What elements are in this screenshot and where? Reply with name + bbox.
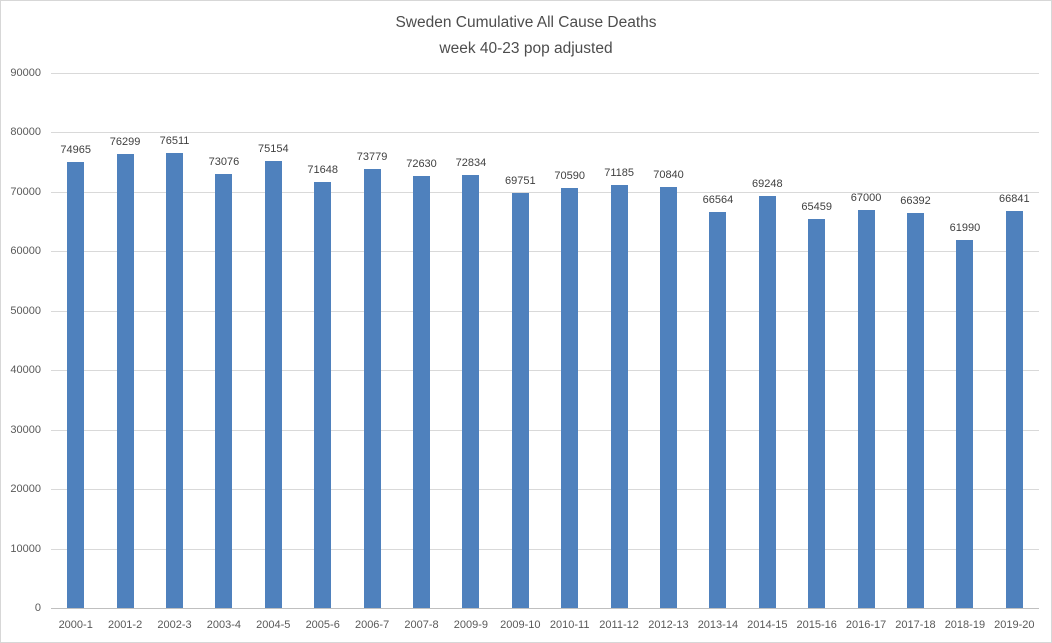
bar [116, 154, 134, 608]
bar-value-label: 74965 [60, 144, 91, 157]
y-axis-label: 80000 [10, 126, 41, 139]
y-axis-label: 70000 [10, 185, 41, 198]
chart-title-block: Sweden Cumulative All Cause Deaths week … [1, 10, 1051, 62]
bar [314, 182, 332, 608]
bar-value-label: 66841 [999, 192, 1030, 205]
y-axis-label: 40000 [10, 364, 41, 377]
gridline [51, 73, 1039, 74]
x-axis-label: 2016-17 [845, 619, 887, 631]
gridline [51, 370, 1039, 372]
gridline [51, 132, 1039, 134]
chart-subtitle: week 40-23 pop adjusted [439, 40, 613, 57]
bar [462, 175, 480, 608]
gridline [51, 429, 1039, 431]
bar [610, 184, 628, 608]
y-axis-label: 30000 [10, 423, 41, 436]
bar [363, 169, 381, 608]
bar-value-label: 61990 [949, 221, 981, 234]
gridline [51, 251, 1039, 253]
bar [561, 188, 579, 608]
y-axis-label: 60000 [10, 245, 41, 258]
x-axis-label: 2018-19 [944, 619, 986, 631]
bar [857, 209, 875, 608]
bar [413, 176, 430, 608]
x-axis-label: 2009-10 [500, 619, 541, 631]
chart-title: Sweden Cumulative All Cause Deaths [395, 14, 657, 31]
x-axis-label: 2009-9 [453, 619, 489, 631]
bar-value-label: 76299 [109, 136, 141, 149]
gridline [51, 548, 1039, 550]
bar-value-label: 76511 [159, 135, 190, 148]
x-axis-label: 2015-16 [796, 619, 837, 631]
bar-value-label: 66564 [702, 194, 734, 207]
bar [1005, 210, 1023, 608]
bar-value-label: 72834 [455, 157, 487, 170]
bar [511, 193, 529, 608]
x-axis-label: 2002-3 [157, 619, 192, 631]
x-axis-label: 2007-8 [404, 619, 439, 631]
bar [67, 162, 85, 608]
bar-value-label: 75154 [258, 143, 289, 156]
bar [264, 161, 282, 608]
y-axis-label: 10000 [10, 542, 41, 555]
x-axis-label: 2004-5 [256, 619, 291, 631]
bar-value-label: 70840 [653, 168, 684, 181]
bar [956, 239, 974, 608]
y-axis-label: 90000 [10, 67, 41, 79]
bar [660, 186, 677, 608]
gridline [51, 191, 1039, 193]
x-axis-label: 2001-2 [107, 619, 143, 631]
gridline [51, 310, 1039, 312]
x-axis-label: 2010-11 [549, 619, 590, 631]
x-axis-label: 2013-14 [697, 619, 739, 631]
bar-value-label: 65459 [801, 200, 832, 213]
x-axis-label: 2017-18 [895, 619, 936, 631]
y-axis-label: 20000 [10, 483, 41, 496]
bar-value-label: 66392 [900, 195, 931, 208]
bar [907, 213, 924, 608]
bar [166, 153, 183, 608]
x-axis-label: 2019-20 [994, 619, 1035, 631]
bar-value-label: 71185 [604, 166, 634, 179]
gridline [51, 489, 1039, 491]
x-axis-label: 2005-6 [305, 619, 340, 631]
bar-value-label: 71648 [307, 164, 338, 177]
bar-value-label: 67000 [850, 191, 882, 204]
bar-value-label: 70590 [554, 170, 585, 183]
x-axis-label: 2011-12 [599, 619, 639, 631]
bar [215, 173, 233, 608]
x-axis-label: 2000-1 [58, 619, 93, 631]
x-axis-line [51, 608, 1039, 609]
bar-value-label: 73779 [356, 151, 388, 164]
x-axis-label: 2014-15 [747, 619, 788, 631]
bar [808, 218, 826, 608]
bar [758, 196, 776, 608]
bar-value-label: 69751 [505, 175, 536, 188]
x-axis-label: 2006-7 [354, 619, 390, 631]
y-axis-label: 50000 [10, 304, 41, 317]
bar [709, 212, 727, 608]
x-axis-label: 2012-13 [648, 619, 689, 631]
x-axis-label: 2003-4 [206, 619, 242, 631]
y-axis-label: 0 [34, 602, 41, 614]
bar-value-label: 72630 [406, 158, 437, 171]
bar-value-label: 73076 [208, 155, 240, 168]
bar-value-label: 69248 [752, 178, 783, 191]
